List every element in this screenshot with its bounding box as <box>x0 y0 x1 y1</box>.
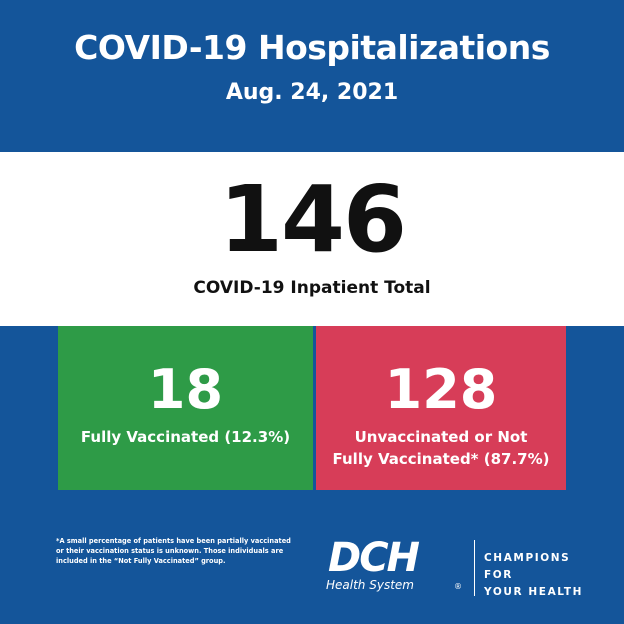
total-card: 146 COVID-19 Inpatient Total <box>0 152 624 326</box>
header-banner: COVID-19 Hospitalizations Aug. 24, 2021 <box>0 0 624 150</box>
unvaccinated-count: 128 <box>384 358 498 421</box>
tagline-line1: CHAMPIONS FOR <box>484 552 571 581</box>
page-title: COVID-19 Hospitalizations <box>74 28 550 67</box>
unvaccinated-tile: 128 Unvaccinated or Not Fully Vaccinated… <box>316 326 566 490</box>
registered-mark: ® <box>454 582 462 591</box>
vaccinated-label: Fully Vaccinated (12.3%) <box>80 428 291 446</box>
unvaccinated-label-line1: Unvaccinated or Not <box>354 428 528 446</box>
footnote-line3: included in the “Not Fully Vaccinated” g… <box>56 557 226 565</box>
tagline-line2: YOUR HEALTH <box>484 586 584 598</box>
dch-logo-subtext: Health System <box>326 578 414 592</box>
vaccinated-tile: 18 Fully Vaccinated (12.3%) <box>58 326 313 490</box>
logo-divider <box>474 540 475 596</box>
report-date: Aug. 24, 2021 <box>225 80 399 105</box>
total-inpatient-count: 146 <box>218 166 407 273</box>
footnote-line1: *A small percentage of patients have bee… <box>56 537 291 545</box>
dch-logo: DCH Health System ® <box>322 536 472 596</box>
vaccinated-count: 18 <box>147 358 224 421</box>
tagline: CHAMPIONS FOR YOUR HEALTH <box>484 550 604 601</box>
footnote-line2: or their vaccination status is unknown. … <box>56 547 284 555</box>
dch-logo-text: DCH <box>328 535 420 581</box>
total-inpatient-label: COVID-19 Inpatient Total <box>193 278 431 298</box>
unvaccinated-label-line2: Fully Vaccinated* (87.7%) <box>332 450 550 468</box>
footnote: *A small percentage of patients have bee… <box>56 536 306 566</box>
unvaccinated-label: Unvaccinated or Not Fully Vaccinated* (8… <box>316 426 566 470</box>
